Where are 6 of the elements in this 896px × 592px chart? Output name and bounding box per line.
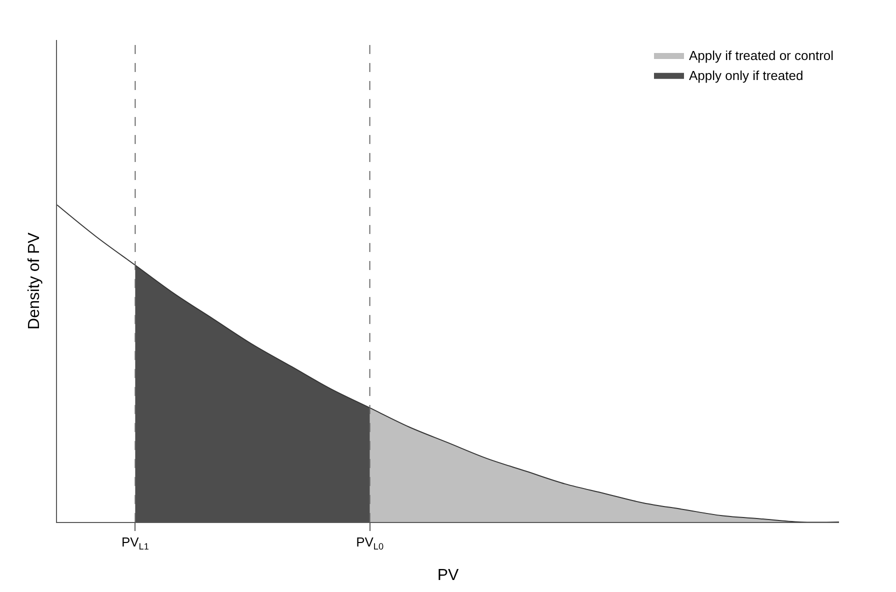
x-tick-label: PV$_{L0}$ <box>356 534 384 552</box>
x-axis-title: PV <box>437 567 459 584</box>
legend-label: Apply if treated or control <box>689 48 834 64</box>
x-tick-label: PV$_{L1}$ <box>121 534 149 552</box>
legend-label: Apply only if treated <box>689 68 804 83</box>
y-axis-title: Density of PV <box>26 232 43 330</box>
